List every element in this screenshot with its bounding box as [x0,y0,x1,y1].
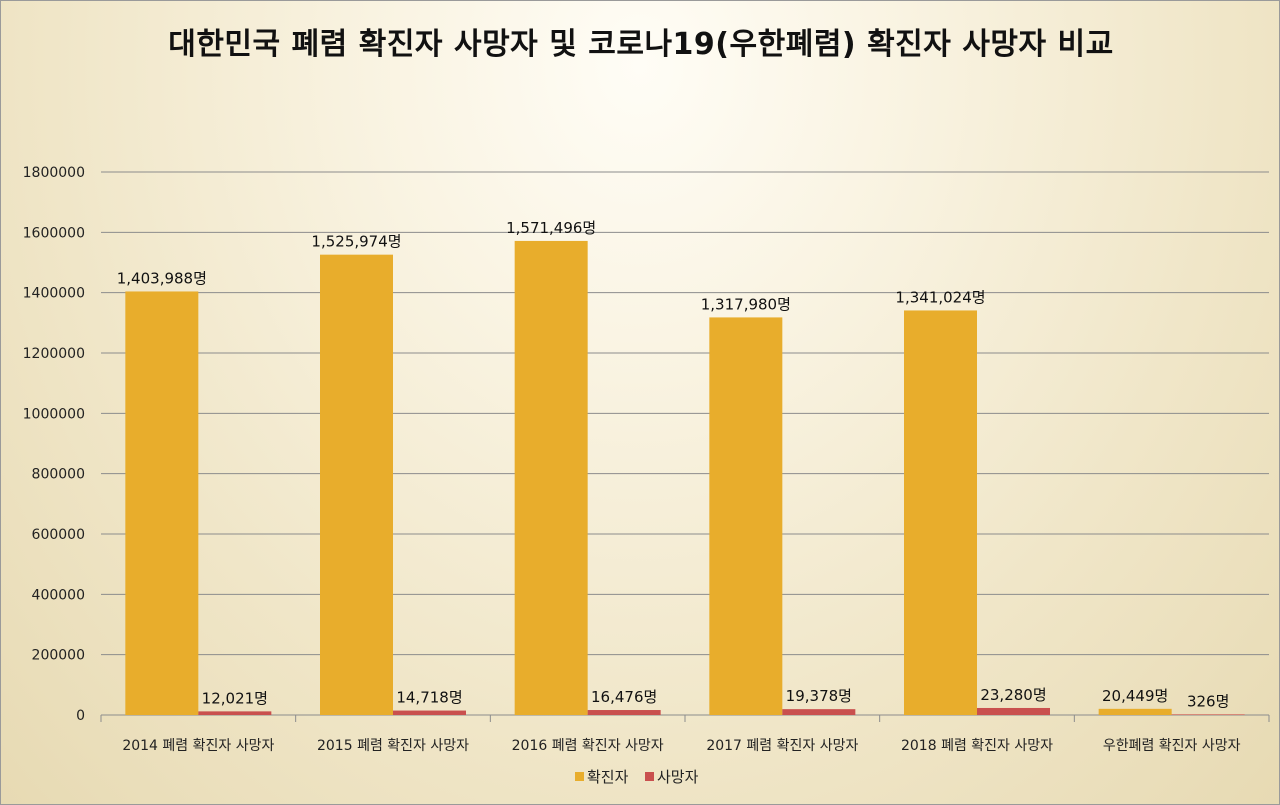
y-tick-label: 1000000 [23,406,85,422]
bar-deaths [782,709,856,715]
y-tick-label: 1200000 [23,346,85,362]
category-label: 2016 폐렴 확진자 사망자 [512,738,664,754]
data-label: 19,378명 [786,687,852,705]
bar-confirmed [709,317,783,715]
category-label: 2018 폐렴 확진자 사망자 [901,738,1053,754]
data-label: 1,403,988명 [117,269,207,287]
data-label: 12,021명 [202,689,268,707]
category-label: 2017 폐렴 확진자 사망자 [706,738,858,754]
legend-swatch [645,772,654,781]
y-tick-label: 400000 [32,587,85,603]
legend-swatch [575,772,584,781]
category-label: 2014 폐렴 확진자 사망자 [122,738,274,754]
y-tick-label: 800000 [32,467,85,483]
data-label: 326명 [1187,692,1229,710]
chart-title: 대한민국 폐렴 확진자 사망자 및 코로나19(우한폐렴) 확진자 사망자 비교 [168,27,1114,62]
data-label: 1,317,980명 [701,295,791,313]
y-tick-label: 1600000 [23,225,85,241]
bar-confirmed [1098,708,1172,715]
data-label: 14,718명 [396,689,462,707]
data-label: 1,571,496명 [506,219,596,237]
data-label: 1,525,974명 [311,233,401,251]
bar-deaths [1171,714,1245,715]
bar-confirmed [514,240,588,715]
category-label: 우한폐렴 확진자 사망자 [1103,738,1241,754]
bar-confirmed [125,291,199,715]
data-label: 1,341,024명 [895,288,985,306]
y-tick-label: 200000 [32,648,85,664]
legend-label: 확진자 [587,768,629,786]
bar-deaths [393,710,466,715]
bar-confirmed [320,254,393,716]
legend-label: 사망자 [657,768,699,786]
bar-deaths [198,711,272,715]
y-tick-label: 0 [76,708,85,724]
y-tick-label: 1800000 [23,165,85,181]
y-tick-label: 1400000 [23,286,85,302]
bar-confirmed [904,310,977,715]
y-tick-label: 600000 [32,527,85,543]
bar-deaths [977,707,1050,715]
category-label: 2015 폐렴 확진자 사망자 [317,738,469,754]
data-label: 20,449명 [1102,687,1168,705]
data-label: 16,476명 [591,688,657,706]
data-label: 23,280명 [980,686,1046,704]
bar-deaths [587,710,661,715]
